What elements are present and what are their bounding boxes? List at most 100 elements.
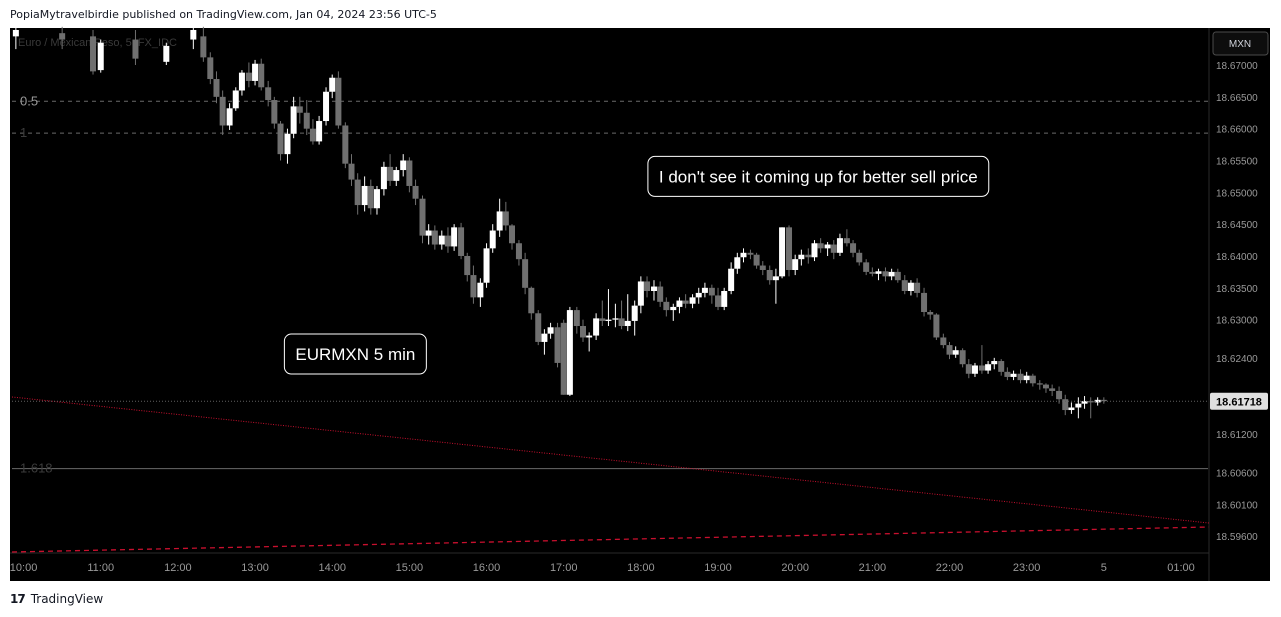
fib-level-label: 0.5 xyxy=(20,93,38,108)
candle-body xyxy=(888,271,895,277)
candle xyxy=(219,90,226,136)
annotation-text: I don't see it coming up for better sell… xyxy=(659,167,978,186)
candle xyxy=(522,252,529,295)
candle xyxy=(843,229,850,247)
candle xyxy=(496,198,503,237)
candle xyxy=(1010,370,1017,381)
candle xyxy=(907,280,914,296)
candle xyxy=(438,230,445,250)
candle-body xyxy=(296,106,303,113)
candle xyxy=(798,249,805,266)
candle-body xyxy=(59,33,66,40)
candle-body xyxy=(856,252,863,263)
candle-body xyxy=(701,287,708,293)
price-axis[interactable]: 18.67000 18.66500 18.66000 18.65500 18.65000… xyxy=(1216,61,1258,543)
candle xyxy=(245,62,252,88)
candle xyxy=(232,87,239,111)
time-tick-label: 01:00 xyxy=(1167,562,1195,574)
candle xyxy=(1036,380,1043,390)
candle-body xyxy=(412,185,419,199)
candle xyxy=(393,166,400,186)
candle-body xyxy=(458,227,465,256)
candle xyxy=(406,157,413,193)
candle-body xyxy=(921,292,928,313)
candle-body xyxy=(496,211,503,231)
candle xyxy=(348,154,355,186)
time-tick-label: 22:00 xyxy=(936,562,964,574)
currency-button[interactable]: MXN xyxy=(1212,31,1269,56)
candle-body xyxy=(624,320,631,327)
candle-body xyxy=(373,189,380,209)
candle xyxy=(252,59,259,86)
candle-body xyxy=(522,259,529,288)
candle-body xyxy=(515,243,522,260)
candle xyxy=(682,294,689,309)
candle xyxy=(599,300,606,327)
candle-body xyxy=(284,133,291,155)
candle xyxy=(921,287,928,317)
price-axis-panel xyxy=(1209,28,1270,553)
candle-body xyxy=(271,100,278,124)
candle-body xyxy=(573,310,580,327)
candle xyxy=(90,30,97,75)
candle-body xyxy=(933,314,940,338)
price-tick-label: 18.61200 xyxy=(1216,430,1258,441)
candle-body xyxy=(560,322,567,395)
candle-body xyxy=(946,345,953,355)
time-tick-label: 13:00 xyxy=(241,562,269,574)
candle xyxy=(740,248,747,263)
candle-body xyxy=(316,121,323,142)
candle-body xyxy=(132,39,139,59)
candle-body xyxy=(612,318,619,320)
candle-body xyxy=(277,123,284,155)
candle xyxy=(657,281,664,307)
annotation-text: EURMXN 5 min xyxy=(295,345,415,364)
candle-body xyxy=(650,286,657,291)
candle xyxy=(515,240,522,266)
time-tick-label: 16:00 xyxy=(473,562,501,574)
candle-body xyxy=(1029,375,1036,384)
candle-body xyxy=(586,335,593,338)
candle xyxy=(875,268,882,281)
candle xyxy=(824,241,831,256)
candle-body xyxy=(219,96,226,126)
candle-body xyxy=(682,300,689,304)
candle xyxy=(721,287,728,311)
candle-body xyxy=(670,306,677,311)
candle xyxy=(786,225,793,277)
candle-body xyxy=(772,276,779,281)
time-tick-label: 20:00 xyxy=(781,562,809,574)
candle xyxy=(888,268,895,281)
candle xyxy=(850,240,857,258)
candle-body xyxy=(786,227,793,270)
symbol-label: Euro / Mexican Peso, 5, FX_IDC xyxy=(18,37,177,49)
price-tick-label: 18.66000 xyxy=(1216,125,1258,136)
candle-body xyxy=(541,333,548,342)
time-axis[interactable]: 10:00 11:00 12:00 13:00 14:00 15:00 16:00 17:00… xyxy=(10,562,1195,574)
candle xyxy=(1062,394,1069,416)
candle-body xyxy=(438,235,445,245)
candle-body xyxy=(1081,401,1088,404)
candle xyxy=(502,201,509,231)
candle xyxy=(863,259,870,276)
candle xyxy=(779,227,786,279)
candle-body xyxy=(843,238,850,244)
candle-body xyxy=(190,30,197,40)
candle-body xyxy=(759,265,766,270)
candle-body xyxy=(207,57,214,80)
candle xyxy=(425,224,432,245)
annotation-box xyxy=(283,333,427,375)
candle-body xyxy=(747,252,754,255)
price-tick-label: 18.59600 xyxy=(1216,532,1258,543)
candle-body xyxy=(380,166,387,190)
candle xyxy=(927,310,934,320)
candle xyxy=(387,154,394,186)
candle-body xyxy=(238,72,245,91)
price-tick-label: 18.66500 xyxy=(1216,93,1258,104)
candle-body xyxy=(721,291,728,307)
annotation-box xyxy=(647,155,990,197)
candle xyxy=(207,52,214,85)
candle-body xyxy=(387,166,394,181)
candle xyxy=(277,121,284,161)
